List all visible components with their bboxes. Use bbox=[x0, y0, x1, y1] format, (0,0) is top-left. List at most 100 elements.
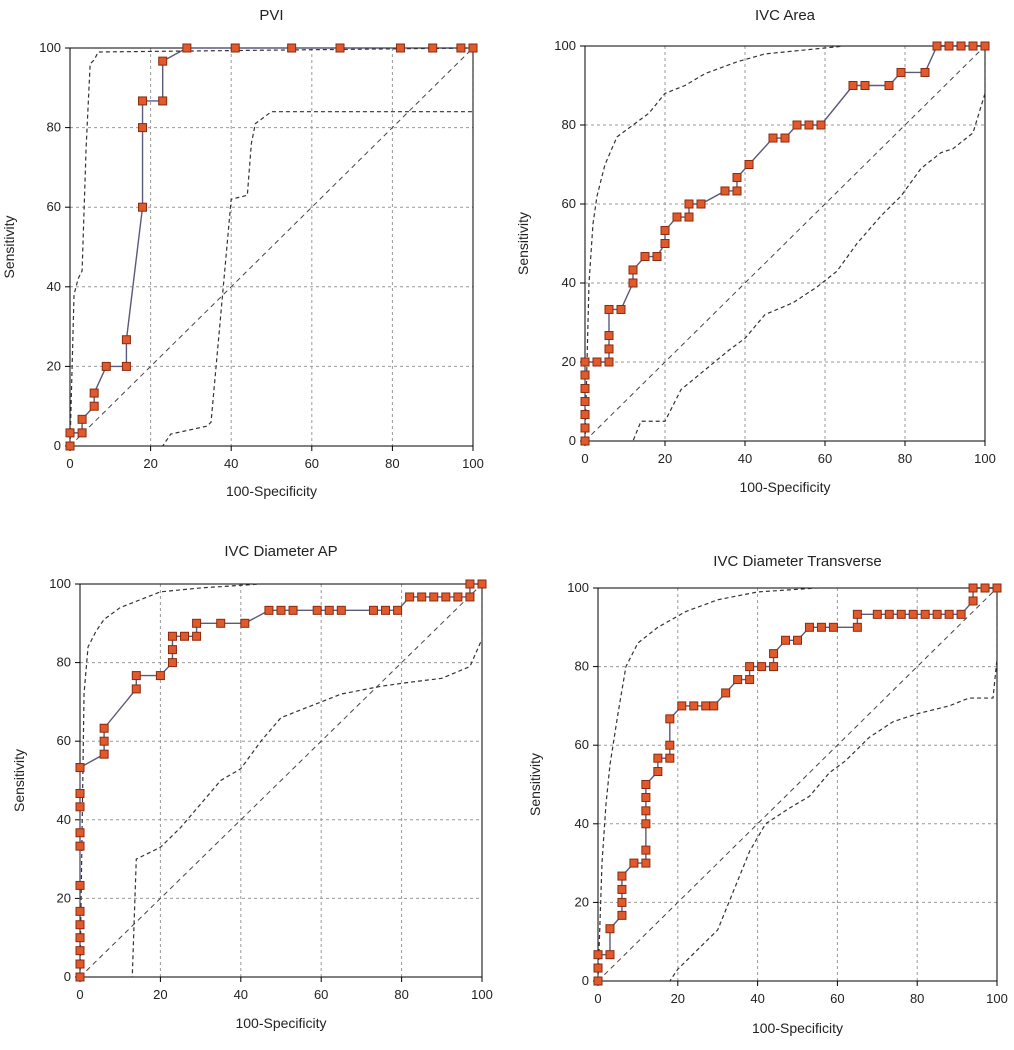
chart0-roc-point bbox=[101, 361, 111, 371]
chart1-roc-point bbox=[628, 265, 638, 275]
chart2-roc-point bbox=[465, 579, 475, 589]
chart2-ytick-label-60: 60 bbox=[57, 733, 71, 748]
chart2-roc-point bbox=[75, 802, 85, 812]
chart-ivc-diameter-ap: 0 20 40 60 80 100 0 20 40 60 80 100 IVC Diameter AP 1… bbox=[0, 535, 500, 1045]
chart3-roc-point bbox=[689, 701, 699, 711]
chart0-roc-point bbox=[395, 43, 405, 53]
chart1-roc-point bbox=[592, 357, 602, 367]
chart2-reference-diagonal bbox=[79, 583, 483, 978]
chart2-roc-point bbox=[131, 684, 141, 694]
chart2-xtick-label-60: 60 bbox=[314, 987, 328, 1002]
chart1-upper-ci-line bbox=[584, 45, 985, 442]
chart1-ytick-label-0: 0 bbox=[569, 433, 576, 448]
chart3-roc-point bbox=[593, 976, 603, 986]
chart2-roc-point bbox=[99, 736, 109, 746]
chart0-roc-point bbox=[428, 43, 438, 53]
chart3-xtick-label-80: 80 bbox=[910, 991, 924, 1006]
chart2-ytick-label-100: 100 bbox=[49, 576, 71, 591]
chart0-roc-point bbox=[138, 202, 148, 212]
chart1-roc-point bbox=[580, 397, 590, 406]
chart3-roc-point bbox=[884, 609, 894, 619]
chart3-roc-point bbox=[920, 609, 930, 619]
chart2-lower-ci-line bbox=[80, 584, 483, 978]
chart0-roc-point bbox=[65, 428, 75, 438]
chart3-roc-point bbox=[677, 701, 687, 711]
chart1-lower-ci-line bbox=[585, 46, 986, 442]
chart3-xtick-label-100: 100 bbox=[986, 991, 1008, 1006]
chart1-roc-point bbox=[580, 423, 590, 433]
chart0-ytick-label-100: 100 bbox=[39, 40, 61, 55]
chart2-roc-point bbox=[131, 671, 141, 681]
chart2-roc-point bbox=[167, 645, 177, 655]
chart3-roc-point bbox=[629, 858, 639, 868]
chart1-roc-point bbox=[744, 160, 754, 169]
chart1-roc-point bbox=[884, 81, 894, 90]
chart2-ytick-label-40: 40 bbox=[57, 812, 71, 827]
chart3-ytick-label-80: 80 bbox=[575, 659, 589, 674]
chart0-roc-point bbox=[65, 441, 75, 451]
chart0-xtick-label-80: 80 bbox=[385, 456, 399, 471]
chart3-ytick-label-60: 60 bbox=[575, 737, 589, 752]
chart3-roc-point bbox=[980, 583, 990, 593]
chart3-roc-point bbox=[804, 622, 814, 632]
chart1-roc-point bbox=[652, 252, 662, 262]
chart2-xtick-label-0: 0 bbox=[76, 987, 83, 1002]
chart1-roc-point bbox=[640, 252, 650, 262]
chart0-xtick-label-20: 20 bbox=[143, 456, 157, 471]
chart2-ytick-label-0: 0 bbox=[64, 969, 71, 984]
chart0-roc-point bbox=[121, 335, 131, 345]
chart0-roc-point bbox=[456, 43, 466, 53]
chart3-roc-point bbox=[593, 963, 603, 973]
chart2-x-axis-label: 100-Specificity bbox=[235, 1015, 326, 1031]
chart3-roc-point bbox=[665, 740, 675, 750]
chart3-roc-point bbox=[992, 583, 1002, 593]
chart1-roc-point bbox=[580, 383, 590, 393]
chart2-roc-point bbox=[368, 605, 378, 615]
chart3-x-axis-label: 100-Specificity bbox=[752, 1020, 843, 1036]
chart3-roc-point bbox=[852, 622, 862, 632]
chart3-roc-point bbox=[641, 858, 651, 868]
chart1-roc-point bbox=[684, 212, 694, 222]
chart1-roc-point bbox=[804, 120, 814, 130]
chart3-ytick-label-100: 100 bbox=[567, 580, 589, 595]
chart0-roc-point bbox=[138, 96, 148, 106]
chart1-xtick-label-100: 100 bbox=[974, 451, 996, 466]
chart0-roc-point bbox=[468, 43, 478, 53]
chart2-roc-point bbox=[276, 605, 286, 615]
chart1-roc-point bbox=[780, 133, 790, 143]
chart3-roc-point bbox=[781, 635, 791, 645]
chart1-roc-point bbox=[932, 41, 942, 51]
chart1-title: IVC Area bbox=[755, 7, 816, 24]
chart2-roc-point bbox=[167, 658, 177, 668]
chart2-roc-point bbox=[75, 933, 85, 943]
chart2-roc-point bbox=[99, 723, 109, 733]
chart0-x-axis-label: 100-Specificity bbox=[226, 483, 317, 499]
chart3-lower-ci-line bbox=[598, 588, 998, 982]
chart3-roc-point bbox=[769, 649, 779, 659]
chart0-xtick-label-60: 60 bbox=[305, 456, 319, 471]
chart2-xtick-label-20: 20 bbox=[153, 987, 167, 1002]
chart3-xtick-label-40: 40 bbox=[750, 991, 764, 1006]
chart1-roc-point bbox=[896, 67, 906, 77]
chart1-reference-diagonal bbox=[584, 45, 986, 442]
chart3-roc-point bbox=[641, 819, 651, 829]
chart3-roc-point bbox=[721, 688, 731, 698]
chart1-roc-point bbox=[768, 133, 778, 143]
chart2-xtick-label-80: 80 bbox=[394, 987, 408, 1002]
chart2-roc-point bbox=[75, 946, 85, 956]
chart1-roc-point bbox=[720, 186, 730, 196]
chart2-roc-point bbox=[393, 605, 403, 615]
chart1-roc-point bbox=[580, 357, 590, 367]
chart3-roc-point bbox=[944, 609, 954, 619]
chart3-xtick-label-60: 60 bbox=[830, 991, 844, 1006]
chart1-roc-point bbox=[920, 67, 930, 77]
chart0-title: PVI bbox=[259, 7, 283, 24]
chart3-roc-point bbox=[617, 897, 627, 907]
chart2-roc-point bbox=[216, 618, 226, 628]
chart-ivc-area: 0 20 40 60 80 100 0 20 40 60 80 100 IVC Area 100-Spec… bbox=[510, 0, 1010, 505]
chart1-roc-point bbox=[792, 120, 802, 130]
chart3-roc-point bbox=[641, 845, 651, 855]
chart3-roc-point bbox=[605, 924, 615, 934]
chart3-roc-point bbox=[617, 884, 627, 894]
chart0-lower-ci-line bbox=[70, 48, 474, 447]
